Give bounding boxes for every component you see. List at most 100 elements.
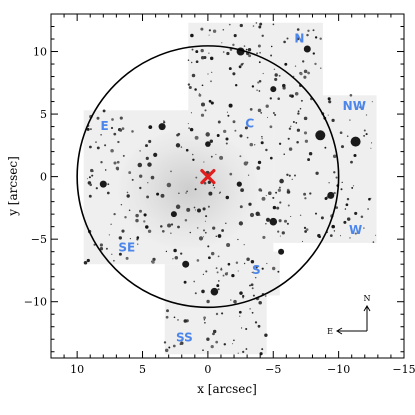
source-blob	[208, 29, 211, 32]
source-blob	[105, 247, 108, 250]
source-blob	[210, 101, 214, 105]
source-blob	[315, 212, 317, 215]
source-blob	[213, 186, 216, 189]
source-blob	[160, 193, 165, 198]
source-blob	[262, 235, 266, 239]
source-blob	[272, 205, 277, 210]
source-blob	[265, 223, 267, 225]
source-blob	[234, 83, 238, 87]
bright-source	[170, 211, 177, 218]
x-tick-label: −5	[265, 363, 281, 376]
source-blob	[248, 202, 252, 206]
source-blob	[255, 211, 260, 216]
source-blob	[286, 37, 289, 40]
source-blob	[256, 52, 259, 55]
bright-source	[158, 123, 166, 131]
source-blob	[204, 220, 206, 222]
source-blob	[365, 114, 368, 116]
source-blob	[119, 116, 123, 120]
bright-source	[350, 136, 361, 147]
source-blob	[368, 197, 371, 201]
source-blob	[222, 28, 225, 31]
source-blob	[277, 270, 280, 273]
source-blob	[303, 69, 308, 74]
source-blob	[297, 110, 300, 113]
source-blob	[299, 107, 302, 110]
source-blob	[238, 65, 242, 69]
source-blob	[131, 130, 134, 133]
source-blob	[121, 229, 125, 233]
source-blob	[244, 126, 248, 130]
bright-source	[327, 191, 335, 199]
source-blob	[195, 176, 198, 179]
plot-frame	[50, 13, 405, 359]
source-blob	[95, 141, 97, 143]
pointing-label-s: S	[252, 263, 261, 277]
source-blob	[370, 147, 372, 149]
source-blob	[288, 127, 292, 130]
source-blob	[217, 234, 222, 238]
source-blob	[294, 174, 296, 177]
source-blob	[226, 271, 229, 274]
source-blob	[307, 29, 310, 32]
source-blob	[279, 178, 284, 184]
y-tick-label: −10	[24, 296, 47, 309]
source-blob	[203, 316, 206, 320]
source-blob	[216, 271, 219, 274]
source-blob	[147, 162, 152, 167]
compass-north-arrowhead	[363, 305, 371, 312]
source-blob	[295, 122, 298, 124]
source-blob	[261, 136, 263, 138]
source-blob	[200, 102, 206, 107]
source-blob	[296, 28, 300, 31]
source-blob	[135, 218, 139, 223]
source-blob	[177, 132, 181, 136]
source-blob	[110, 223, 112, 225]
source-blob	[371, 101, 373, 103]
source-blob	[320, 67, 322, 69]
source-blob	[179, 342, 182, 346]
source-blob	[204, 109, 207, 112]
source-blob	[319, 37, 322, 40]
source-blob	[240, 188, 245, 193]
compass-north-label: N	[364, 294, 371, 303]
source-blob	[340, 145, 345, 149]
source-blob	[294, 92, 299, 96]
source-blob	[327, 97, 331, 101]
pointing-label-nw: NW	[343, 99, 366, 113]
source-blob	[212, 29, 217, 33]
source-blob	[299, 214, 302, 217]
source-blob	[239, 205, 243, 209]
source-blob	[305, 228, 309, 231]
source-blob	[202, 236, 205, 238]
source-blob	[191, 153, 194, 156]
source-blob	[194, 88, 197, 91]
compass: N E	[327, 294, 370, 336]
source-blob	[292, 121, 295, 123]
source-blob	[258, 301, 262, 305]
source-blob	[344, 208, 347, 210]
source-blob	[91, 174, 94, 177]
source-blob	[279, 201, 282, 204]
source-blob	[196, 259, 200, 262]
source-blob	[203, 181, 207, 185]
source-blob	[296, 128, 301, 132]
source-blob	[139, 174, 143, 178]
source-blob	[264, 295, 267, 297]
source-blob	[232, 343, 234, 345]
center-x-marker	[200, 169, 216, 185]
source-blob	[331, 224, 335, 229]
source-blob	[333, 191, 336, 195]
source-blob	[120, 203, 123, 206]
source-blob	[278, 186, 281, 189]
source-blob	[207, 245, 210, 248]
source-blob	[170, 232, 172, 234]
source-blob	[243, 161, 248, 166]
source-blob	[121, 127, 125, 130]
source-blob	[281, 231, 285, 235]
source-blob	[95, 187, 98, 190]
source-blob	[312, 52, 315, 55]
source-blob	[190, 33, 194, 38]
source-blob	[261, 267, 264, 270]
